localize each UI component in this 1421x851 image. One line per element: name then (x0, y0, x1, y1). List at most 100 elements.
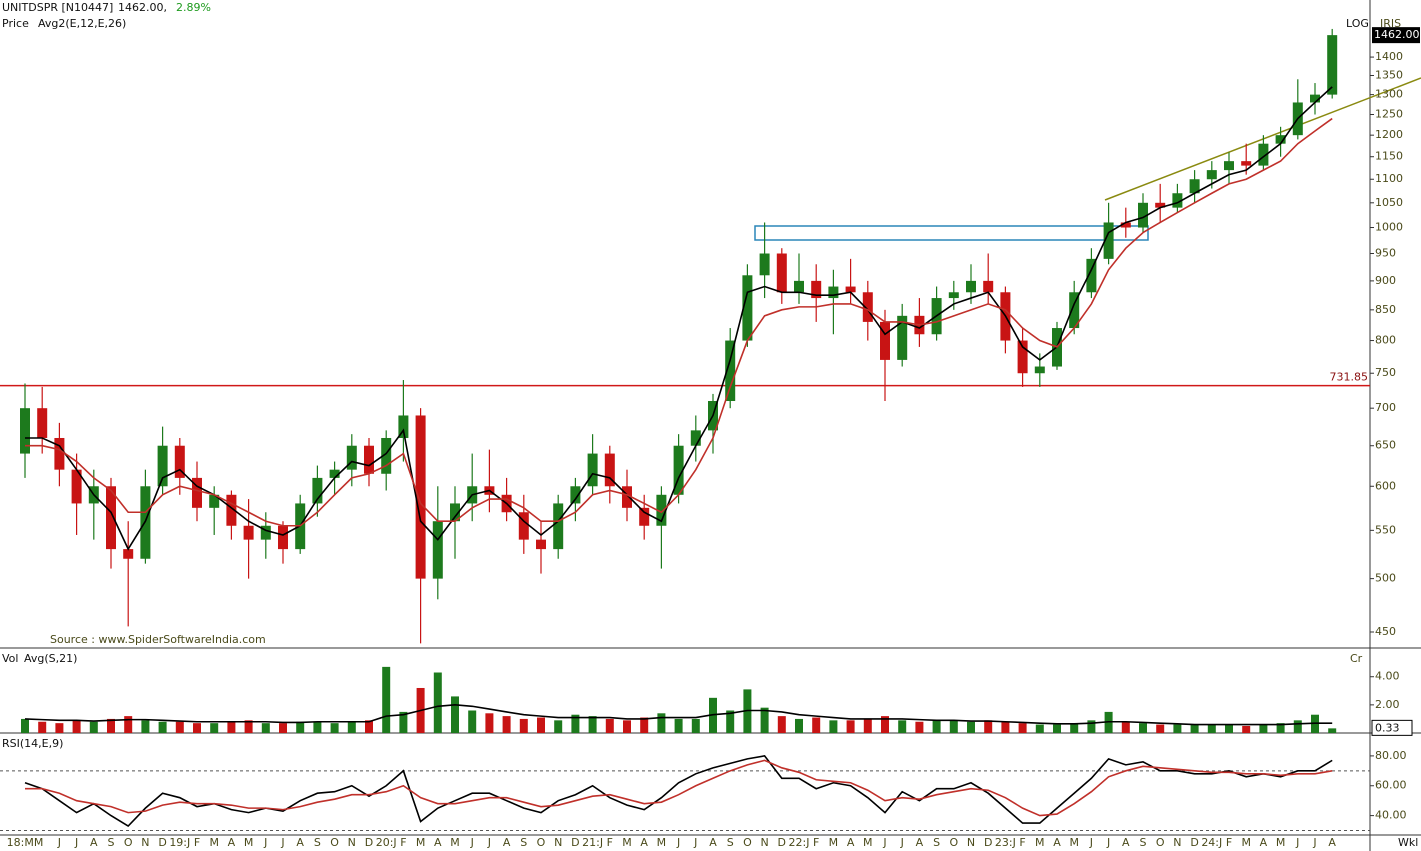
support-label: 731.85 (1330, 371, 1369, 384)
volume-bar (777, 716, 786, 733)
y-tick-label: 750 (1375, 366, 1396, 379)
last-price: 1462.00, (118, 1, 167, 14)
x-tick-label: M (657, 836, 667, 849)
candle-body (450, 503, 460, 522)
candle-body (1258, 143, 1269, 166)
candle-body (364, 445, 374, 474)
volume-bar (967, 721, 975, 733)
volume-bar (193, 723, 201, 733)
volume-bar (932, 720, 941, 733)
x-tick-label: O (537, 836, 546, 849)
candle-body (845, 286, 856, 293)
candle-body (157, 445, 168, 487)
x-tick-label: M (622, 836, 632, 849)
x-tick-label: O (743, 836, 752, 849)
candle-body (1327, 35, 1338, 95)
y-tick-label: 550 (1375, 523, 1396, 536)
volume-bar (760, 707, 769, 733)
y-tick-label: 900 (1375, 274, 1396, 287)
candle-body (1120, 222, 1131, 228)
resistance-zone (754, 225, 1149, 241)
volume-bar (1156, 724, 1165, 733)
price-tag-label: 1462.00 (1374, 28, 1420, 41)
y-tick-label: 950 (1375, 246, 1396, 259)
volume-bar (1121, 721, 1130, 733)
candle-body (536, 539, 546, 550)
candle-body (742, 275, 753, 341)
x-tick-label: 21:J (582, 836, 603, 849)
volume-bar (605, 718, 614, 733)
y-tick-label: 1150 (1375, 150, 1403, 163)
candle-body (260, 525, 271, 540)
candle-body (1138, 202, 1148, 228)
volume-bar (227, 721, 236, 733)
x-tick-label: J (693, 836, 697, 849)
candle-body (1086, 258, 1097, 293)
volume-bar (107, 718, 115, 733)
candle-body (432, 521, 443, 579)
volume-bar (1242, 725, 1251, 733)
x-tick-label: J (1295, 836, 1299, 849)
x-tick-label: O (949, 836, 958, 849)
volume-bar (1207, 724, 1216, 733)
volume-bar (1070, 723, 1079, 733)
volume-bar (691, 718, 700, 733)
candle-body (226, 494, 237, 526)
volume-bar (468, 710, 477, 733)
volume-bar (1035, 724, 1044, 733)
price-tag (1372, 27, 1420, 44)
candle-body (639, 507, 650, 526)
indicator: Avg(S,21) (24, 652, 77, 665)
candle-body (1224, 161, 1234, 171)
x-tick-label: N (348, 836, 356, 849)
candle-body (329, 469, 340, 478)
x-tick-label: J (487, 836, 491, 849)
x-tick-label: A (916, 836, 924, 849)
candle-body (123, 549, 134, 559)
y-tick-label: 1400 (1375, 50, 1403, 63)
x-tick-label: J (900, 836, 904, 849)
volume-bar (1190, 724, 1199, 733)
volume-bar (399, 711, 408, 733)
y-tick-label: 40.00 (1375, 809, 1407, 822)
x-tick-label: D (984, 836, 992, 849)
volume-bar (502, 716, 511, 733)
volume-bar (829, 720, 838, 733)
source: Source : www.SpiderSoftwareIndia.com (50, 633, 266, 646)
y-tick-label: 600 (1375, 479, 1396, 492)
volume-bar (382, 666, 391, 733)
volume-bar (433, 672, 442, 733)
x-tick-label: M (416, 836, 426, 849)
candle-body (553, 503, 564, 550)
candle-body (690, 430, 701, 446)
candle-body (966, 280, 976, 293)
x-tick-label: J (1089, 836, 1093, 849)
x-tick-label: O (1156, 836, 1165, 849)
panel-label: Vol (2, 652, 18, 665)
candle-body (1172, 193, 1183, 208)
candle-body (1206, 170, 1217, 180)
candle-body (1017, 340, 1028, 374)
volume-bar (451, 696, 459, 733)
x-tick-label: M (1069, 836, 1079, 849)
panel-label: RSI(14,E,9) (2, 737, 63, 750)
x-tick-label: J (1106, 836, 1110, 849)
volume-bar (158, 721, 167, 733)
x-tick-label: A (296, 836, 304, 849)
x-tick-label: M (1276, 836, 1286, 849)
candle-body (862, 292, 873, 322)
candle-body (983, 280, 994, 293)
y-tick-label: 650 (1375, 439, 1396, 452)
x-tick-label: N (760, 836, 768, 849)
value-tag-label: 0.33 (1375, 721, 1400, 734)
y-tick-label: 80.00 (1375, 749, 1407, 762)
volume-bar (261, 723, 270, 733)
indicator-line (25, 117, 1333, 527)
x-tick-label: F (607, 836, 613, 849)
volume-bar (55, 723, 64, 733)
y-tick-label: 500 (1375, 572, 1396, 585)
candle-body (897, 315, 908, 360)
x-tick-label: 23:J (995, 836, 1016, 849)
candle-body (106, 486, 116, 550)
x-tick-label: O (124, 836, 133, 849)
